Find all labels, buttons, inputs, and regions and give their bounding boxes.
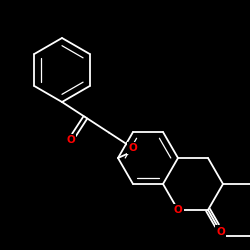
Text: O: O (174, 205, 182, 215)
Text: O: O (216, 226, 225, 236)
Text: O: O (66, 135, 75, 145)
Text: O: O (128, 143, 137, 153)
